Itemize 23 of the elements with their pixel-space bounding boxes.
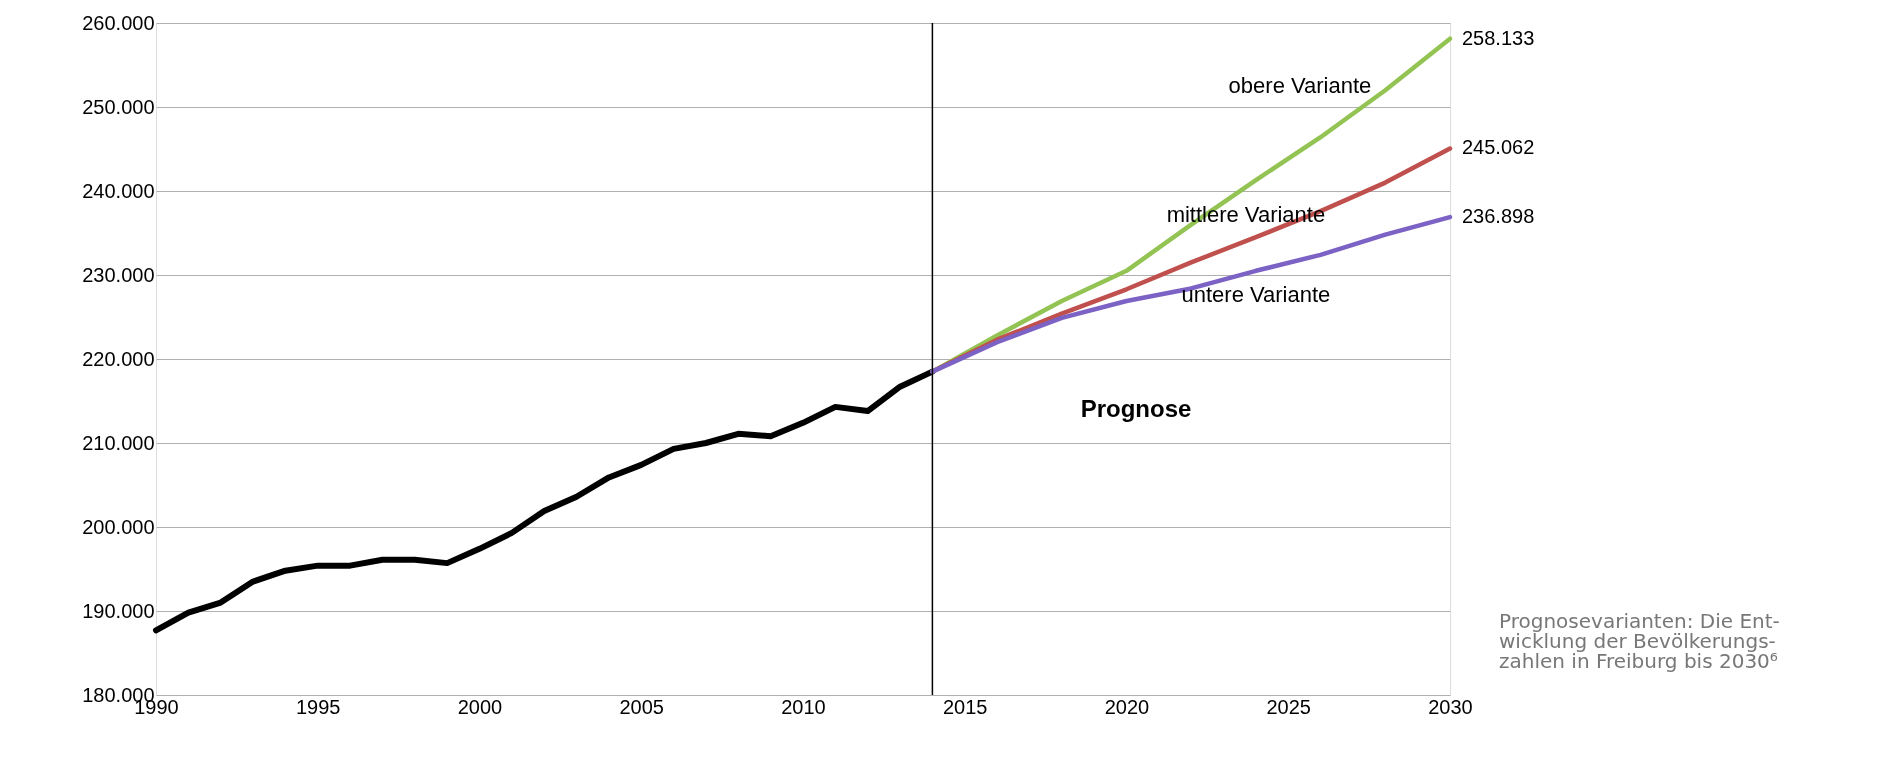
x-tick-label: 2030 [1428,695,1473,718]
data-label: 236.898 [1462,205,1535,228]
y-tick-label: 210.000 [82,431,155,454]
y-tick-label: 230.000 [82,263,155,286]
y-tick-label: 260.000 [82,11,155,34]
x-tick-label: 2005 [619,695,664,718]
x-tick-label: 2000 [457,695,503,718]
series-label: obere Variante [1228,73,1372,99]
series-label: untere Variante [1181,281,1331,307]
x-tick-label: 2015 [943,695,988,718]
x-tick-label: 2025 [1266,695,1311,718]
text: Prognosevarianten: Die Ent- wicklung der Bevölkerungs- zahlen in Freiburg bis 2030⁶ [1499,609,1780,673]
y-tick-label: 190.000 [82,599,155,622]
x-tick-label: 1995 [296,695,341,718]
x-tick-label: 2010 [781,695,826,718]
y-tick-label: 250.000 [82,95,155,118]
data-label: 258.133 [1462,26,1535,49]
y-tick-label: 200.000 [82,515,155,538]
annotation: Prognose [1080,395,1192,422]
y-tick-label: 240.000 [82,179,155,202]
data-label: 245.062 [1462,136,1535,159]
y-tick-label: 220.000 [82,347,155,370]
x-tick-label: 2020 [1104,695,1150,718]
